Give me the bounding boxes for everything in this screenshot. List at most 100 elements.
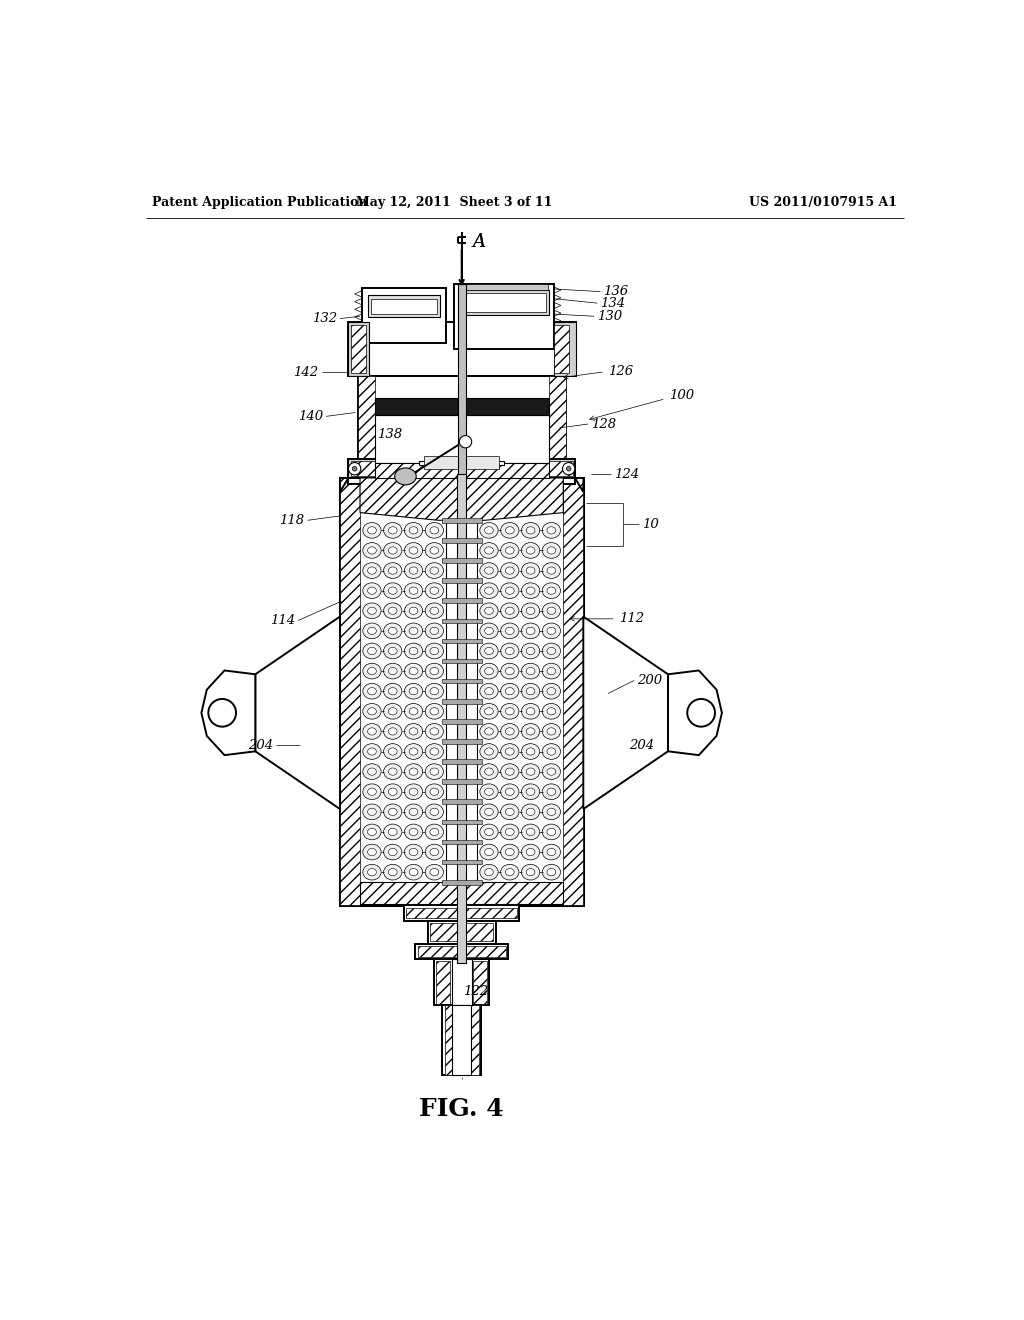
Bar: [434, 960, 489, 1006]
Bar: [457, 474, 466, 964]
Ellipse shape: [388, 808, 397, 816]
Bar: [441, 700, 481, 704]
Ellipse shape: [521, 583, 540, 598]
Ellipse shape: [543, 583, 560, 598]
Bar: [436, 961, 451, 1003]
Ellipse shape: [480, 824, 498, 840]
Ellipse shape: [543, 523, 560, 539]
Ellipse shape: [404, 784, 423, 800]
Ellipse shape: [404, 743, 423, 759]
Ellipse shape: [484, 708, 494, 715]
Bar: [428, 921, 496, 944]
Ellipse shape: [388, 829, 397, 836]
Ellipse shape: [547, 688, 556, 694]
Bar: [348, 459, 574, 478]
Ellipse shape: [410, 688, 418, 694]
Ellipse shape: [480, 743, 498, 759]
Ellipse shape: [484, 527, 494, 535]
Bar: [371, 298, 437, 314]
Ellipse shape: [384, 643, 401, 659]
Ellipse shape: [410, 708, 418, 715]
Ellipse shape: [384, 523, 401, 539]
Ellipse shape: [506, 587, 514, 594]
Text: Patent Application Publication: Patent Application Publication: [153, 197, 368, 209]
Text: 204: 204: [630, 739, 654, 751]
Circle shape: [348, 462, 360, 475]
Ellipse shape: [547, 627, 556, 635]
Ellipse shape: [484, 829, 494, 836]
Ellipse shape: [480, 723, 498, 739]
Bar: [419, 461, 504, 465]
Text: 136: 136: [603, 285, 629, 298]
Text: A: A: [472, 232, 485, 251]
Bar: [441, 800, 481, 804]
Ellipse shape: [425, 824, 443, 840]
Ellipse shape: [480, 845, 498, 859]
Ellipse shape: [521, 684, 540, 700]
Bar: [441, 678, 481, 684]
Ellipse shape: [425, 704, 443, 719]
Ellipse shape: [388, 768, 397, 775]
Polygon shape: [584, 616, 668, 809]
Ellipse shape: [480, 663, 498, 678]
Ellipse shape: [368, 708, 377, 715]
Ellipse shape: [425, 603, 443, 619]
Bar: [444, 1006, 453, 1074]
Ellipse shape: [362, 543, 381, 558]
Ellipse shape: [526, 627, 535, 635]
Ellipse shape: [388, 607, 397, 614]
Bar: [554, 326, 569, 374]
Ellipse shape: [547, 527, 556, 535]
Ellipse shape: [506, 869, 514, 875]
Ellipse shape: [384, 583, 401, 598]
Ellipse shape: [388, 587, 397, 594]
Text: 132: 132: [311, 312, 337, 325]
Ellipse shape: [526, 808, 535, 816]
Ellipse shape: [484, 546, 494, 554]
Ellipse shape: [547, 768, 556, 775]
Bar: [441, 779, 481, 784]
Ellipse shape: [368, 727, 377, 735]
Bar: [368, 296, 440, 317]
Ellipse shape: [480, 583, 498, 598]
Ellipse shape: [368, 849, 377, 855]
Ellipse shape: [404, 723, 423, 739]
Ellipse shape: [547, 727, 556, 735]
Ellipse shape: [430, 688, 438, 694]
Text: 200: 200: [637, 675, 663, 686]
Ellipse shape: [547, 668, 556, 675]
Bar: [441, 840, 481, 845]
Ellipse shape: [543, 603, 560, 619]
Ellipse shape: [384, 764, 401, 780]
Ellipse shape: [484, 647, 494, 655]
Ellipse shape: [501, 523, 519, 539]
Bar: [416, 944, 508, 960]
Ellipse shape: [362, 583, 381, 598]
Bar: [453, 1006, 471, 1074]
Text: 124: 124: [614, 467, 639, 480]
Ellipse shape: [362, 723, 381, 739]
Ellipse shape: [384, 845, 401, 859]
Ellipse shape: [526, 869, 535, 875]
Ellipse shape: [388, 668, 397, 675]
Ellipse shape: [547, 708, 556, 715]
Ellipse shape: [480, 865, 498, 880]
Ellipse shape: [501, 623, 519, 639]
Ellipse shape: [526, 546, 535, 554]
Bar: [459, 290, 550, 314]
Bar: [340, 478, 360, 906]
Ellipse shape: [388, 869, 397, 875]
Ellipse shape: [388, 568, 397, 574]
Ellipse shape: [362, 623, 381, 639]
Ellipse shape: [388, 748, 397, 755]
Ellipse shape: [404, 663, 423, 678]
Ellipse shape: [521, 743, 540, 759]
Bar: [441, 619, 481, 623]
Ellipse shape: [425, 845, 443, 859]
Bar: [441, 578, 481, 583]
Ellipse shape: [425, 562, 443, 578]
Ellipse shape: [547, 568, 556, 574]
Ellipse shape: [543, 764, 560, 780]
Text: 204: 204: [248, 739, 273, 751]
Ellipse shape: [388, 647, 397, 655]
